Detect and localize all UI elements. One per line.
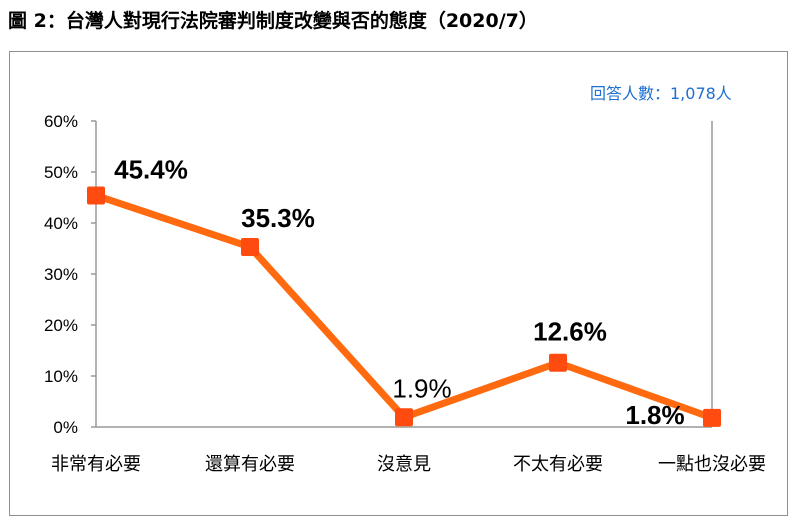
data-label: 45.4%	[114, 154, 188, 184]
y-tick-label: 60%	[44, 112, 78, 131]
x-category-label: 一點也沒必要	[658, 454, 766, 475]
x-category-label: 非常有必要	[51, 454, 141, 475]
x-category-label: 還算有必要	[205, 454, 295, 475]
data-point-marker	[703, 408, 721, 427]
x-category-label: 沒意見	[377, 454, 431, 475]
x-category-label: 不太有必要	[513, 454, 603, 475]
data-point-marker	[87, 186, 105, 205]
y-tick-label: 20%	[44, 316, 78, 335]
data-label: 12.6%	[533, 317, 607, 347]
chart-title: 圖 2：台灣人對現行法院審判制度改變與否的態度（2020/7）	[8, 10, 538, 32]
chart-frame	[9, 51, 788, 516]
data-point-marker	[549, 353, 567, 372]
data-point-marker	[241, 237, 259, 256]
data-label: 1.8%	[625, 400, 684, 430]
data-point-marker	[395, 408, 413, 427]
y-tick-label: 50%	[44, 163, 78, 182]
y-tick-label: 10%	[44, 367, 78, 386]
y-tick-label: 30%	[44, 265, 78, 284]
respondent-count: 回答人數：1,078人	[590, 84, 732, 103]
y-tick-label: 0%	[53, 418, 78, 437]
data-label: 35.3%	[241, 203, 315, 233]
y-tick-label: 40%	[44, 214, 78, 233]
data-label: 1.9%	[392, 373, 451, 403]
